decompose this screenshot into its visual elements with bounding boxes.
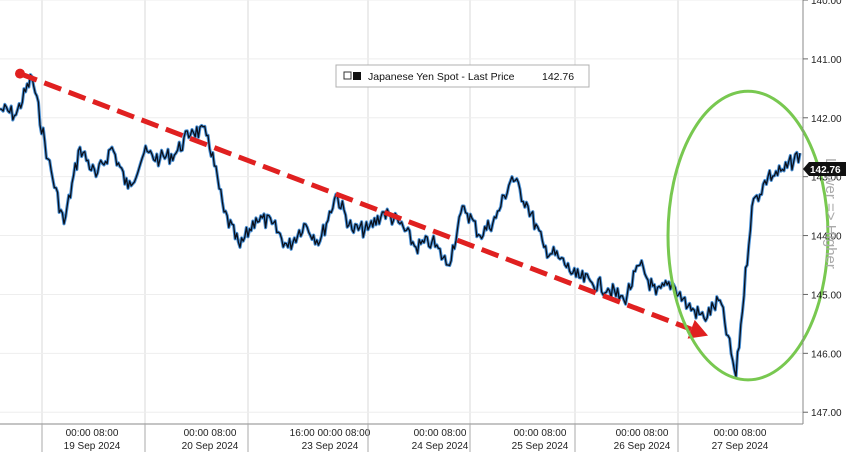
x-date-label-6: 27 Sep 2024 bbox=[712, 441, 769, 452]
y-tick-label-0: 140.00 bbox=[811, 0, 842, 7]
y-tick-label-3: 143.00 bbox=[811, 173, 842, 184]
highlight-ellipse bbox=[666, 89, 830, 382]
x-time-label-1: 00:00 08:00 bbox=[184, 428, 237, 439]
y-tick-label-5: 145.00 bbox=[811, 290, 842, 301]
x-date-label-2: 23 Sep 2024 bbox=[302, 441, 359, 452]
grid bbox=[0, 0, 803, 424]
annotations bbox=[15, 68, 830, 382]
y-tick-label-7: 147.00 bbox=[811, 408, 842, 419]
trend-arrow-head bbox=[687, 319, 708, 339]
side-annotation: Lower => Higher bbox=[822, 158, 839, 269]
legend-value: 142.76 bbox=[542, 71, 574, 83]
last-price-tag: 142.76 bbox=[803, 162, 846, 176]
x-date-label-5: 26 Sep 2024 bbox=[614, 441, 671, 452]
x-date-label-1: 20 Sep 2024 bbox=[182, 441, 239, 452]
x-date-label-4: 25 Sep 2024 bbox=[512, 441, 569, 452]
legend-swatch bbox=[353, 72, 361, 80]
price-series bbox=[0, 73, 802, 379]
y-tick-label-6: 146.00 bbox=[811, 349, 842, 360]
series-highlight bbox=[0, 73, 802, 379]
x-time-label-6: 00:00 08:00 bbox=[714, 428, 767, 439]
x-time-label-5: 00:00 08:00 bbox=[616, 428, 669, 439]
y-tick-label-4: 144.00 bbox=[811, 232, 842, 243]
legend-swatch-outline bbox=[343, 71, 352, 80]
y-tick-label-2: 142.00 bbox=[811, 114, 842, 125]
x-axis: 00:00 08:00 19 Sep 2024 00:00 08:00 20 Sep … bbox=[41, 424, 769, 452]
trend-arrow-line bbox=[19, 71, 693, 332]
last-price-value: 142.76 bbox=[810, 165, 841, 176]
x-time-label-4: 00:00 08:00 bbox=[514, 428, 567, 439]
x-date-label-3: 24 Sep 2024 bbox=[412, 441, 469, 452]
y-axis: 140.00 141.00 142.00 143.00 144.00 145.00 146.… bbox=[803, 0, 842, 419]
y-tick-label-1: 141.00 bbox=[811, 55, 842, 66]
x-time-label-2: 16:00 00:00 08:00 bbox=[290, 428, 371, 439]
x-time-label-3: 00:00 08:00 bbox=[414, 428, 467, 439]
legend-label: Japanese Yen Spot - Last Price bbox=[368, 71, 515, 83]
series-line bbox=[0, 74, 801, 378]
legend: Japanese Yen Spot - Last Price 142.76 bbox=[335, 64, 590, 88]
x-date-label-0: 19 Sep 2024 bbox=[64, 441, 121, 452]
x-time-label-0: 00:00 08:00 bbox=[66, 428, 119, 439]
